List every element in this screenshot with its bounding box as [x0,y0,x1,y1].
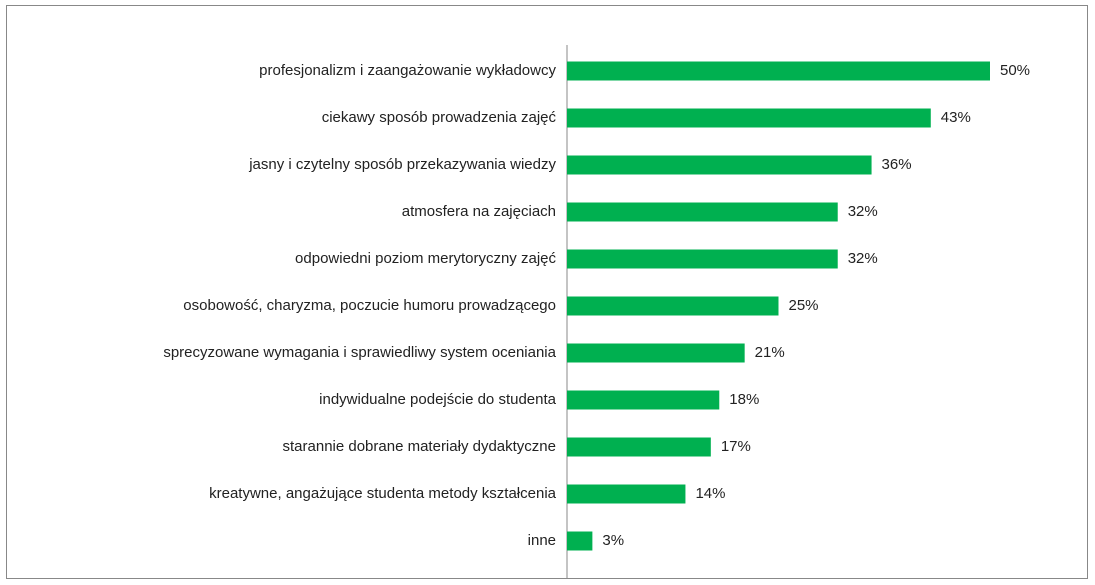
value-label: 3% [602,532,624,549]
category-label: atmosfera na zajęciach [402,203,556,220]
category-label: jasny i czytelny sposób przekazywania wi… [248,156,556,173]
value-label: 25% [789,297,819,314]
category-label: indywidualne podejście do studenta [319,391,556,408]
bar [567,108,931,128]
value-label: 32% [848,203,878,220]
bar [567,484,686,504]
value-label: 43% [941,109,971,126]
category-label: ciekawy sposób prowadzenia zajęć [322,109,557,126]
bar [567,343,745,363]
value-label: 36% [882,156,912,173]
category-label: profesjonalizm i zaangażowanie wykładowc… [259,62,556,79]
category-label: kreatywne, angażujące studenta metody ks… [209,485,557,502]
category-label: inne [528,532,556,549]
value-label: 18% [729,391,759,408]
value-label: 17% [721,438,751,455]
bar [567,390,720,410]
bar [567,202,838,222]
value-label: 21% [755,344,785,361]
category-label: starannie dobrane materiały dydaktyczne [283,438,557,455]
value-label: 32% [848,250,878,267]
bar [567,296,779,316]
bar [567,437,711,457]
chart-frame [6,5,1088,579]
category-label: odpowiedni poziom merytoryczny zajęć [295,250,556,267]
category-label: osobowość, charyzma, poczucie humoru pro… [183,297,556,314]
bar [567,155,872,175]
bar [567,531,593,551]
bar [567,61,990,81]
category-label: sprecyzowane wymagania i sprawiedliwy sy… [163,344,556,361]
value-label: 50% [1000,62,1030,79]
value-label: 14% [695,485,725,502]
bar [567,249,838,269]
